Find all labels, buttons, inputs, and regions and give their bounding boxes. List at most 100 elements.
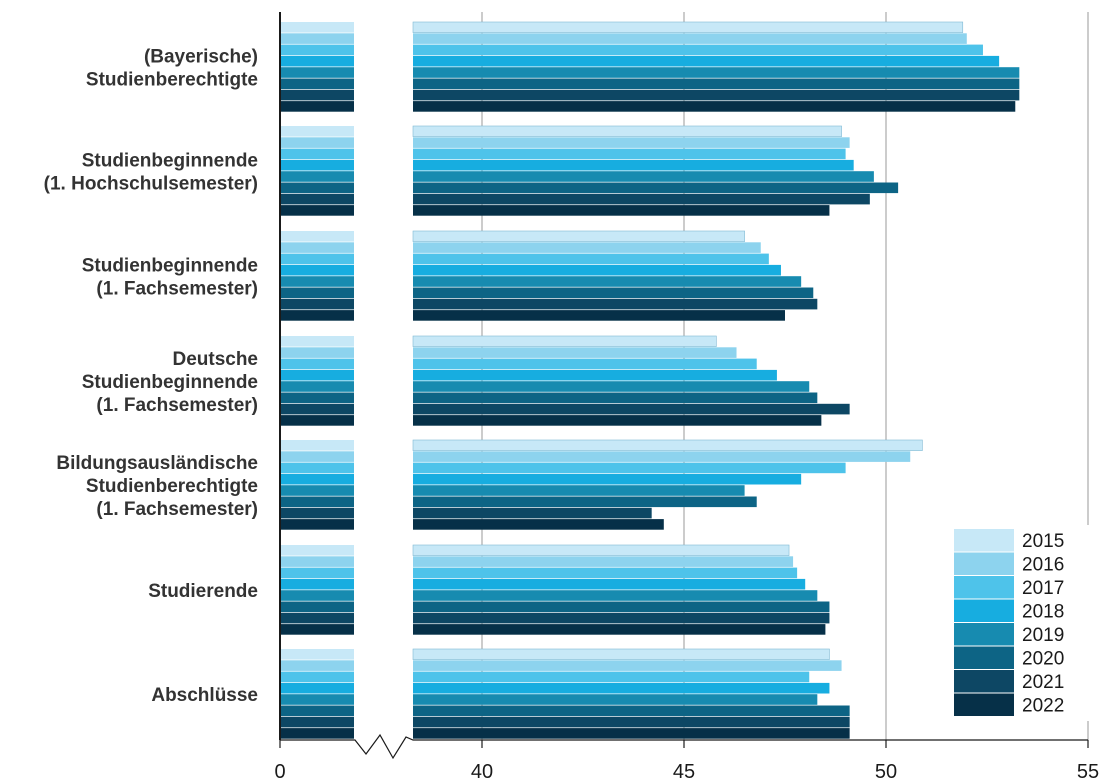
x-tick-label-40: 40 bbox=[471, 761, 493, 781]
bar-2022-cat6 bbox=[413, 728, 850, 739]
bar-2015-cat4 bbox=[412, 439, 923, 451]
bar-2019-cat5 bbox=[413, 590, 818, 601]
bar-2016-cat2 bbox=[413, 242, 761, 253]
bar-2020-cat3 bbox=[413, 392, 818, 404]
bar-stub-2020-cat6 bbox=[281, 705, 354, 717]
bar-stub-2017-cat5 bbox=[281, 567, 354, 579]
category-label-0-line1: Studienberechtigte bbox=[86, 70, 258, 91]
bar-2018-cat4 bbox=[413, 473, 802, 485]
bar-stub-2016-cat0 bbox=[281, 33, 354, 44]
bar-2021-cat5 bbox=[413, 612, 830, 624]
category-labels: (Bayerische)StudienberechtigteStudienbeg… bbox=[44, 47, 258, 707]
bar-stub-2018-cat3 bbox=[281, 369, 354, 381]
bar-2019-cat6 bbox=[413, 694, 818, 705]
x-tick-label-0: 0 bbox=[274, 761, 285, 781]
bar-stub-2019-cat0 bbox=[281, 67, 354, 78]
bar-2017-cat4 bbox=[413, 462, 846, 474]
bar-stub-2017-cat0 bbox=[281, 44, 354, 56]
legend-label-2016: 2016 bbox=[1022, 555, 1064, 576]
legend-label-2019: 2019 bbox=[1022, 625, 1064, 646]
bar-2018-cat6 bbox=[413, 682, 830, 694]
category-label-4-line0: Bildungsausländische bbox=[56, 453, 258, 474]
bar-2022-cat1 bbox=[413, 205, 830, 216]
bar-2016-cat1 bbox=[413, 137, 850, 148]
bar-stub-2017-cat2 bbox=[281, 253, 354, 265]
bar-stub-2020-cat0 bbox=[281, 78, 354, 90]
category-label-1-line1: (1. Hochschulsemester) bbox=[44, 174, 258, 195]
bar-stub-2022-cat4 bbox=[281, 519, 354, 530]
bar-2017-cat6 bbox=[413, 671, 810, 683]
bar-stub-2015-cat3 bbox=[281, 336, 354, 347]
bar-2021-cat6 bbox=[413, 716, 850, 728]
legend-label-2022: 2022 bbox=[1022, 696, 1064, 717]
bar-stub-2022-cat5 bbox=[281, 624, 354, 635]
bar-stub-2019-cat2 bbox=[281, 276, 354, 287]
bar-2022-cat3 bbox=[413, 415, 822, 426]
bar-stub-2016-cat1 bbox=[281, 137, 354, 148]
bar-2019-cat4 bbox=[413, 485, 745, 496]
x-tick-label-55: 55 bbox=[1077, 761, 1099, 781]
bar-2019-cat3 bbox=[413, 381, 810, 392]
bar-2021-cat1 bbox=[413, 193, 870, 205]
legend-swatch-2017 bbox=[954, 576, 1014, 599]
bars-layer bbox=[281, 21, 1020, 739]
bar-2022-cat0 bbox=[413, 101, 1016, 112]
bar-stub-2022-cat2 bbox=[281, 310, 354, 321]
bar-2017-cat0 bbox=[413, 44, 983, 56]
bar-2016-cat0 bbox=[413, 33, 967, 44]
legend-label-2017: 2017 bbox=[1022, 578, 1064, 599]
bar-2021-cat3 bbox=[413, 403, 850, 415]
bar-2018-cat1 bbox=[413, 159, 854, 171]
bar-stub-2016-cat3 bbox=[281, 347, 354, 358]
bar-2021-cat4 bbox=[413, 507, 652, 519]
bar-stub-2016-cat5 bbox=[281, 556, 354, 567]
bar-2022-cat5 bbox=[413, 624, 826, 635]
bar-stub-2019-cat3 bbox=[281, 381, 354, 392]
bar-stub-2020-cat2 bbox=[281, 287, 354, 299]
bar-2019-cat1 bbox=[413, 171, 874, 182]
category-label-5-line0: Studierende bbox=[148, 581, 258, 602]
bar-2022-cat4 bbox=[413, 519, 664, 530]
bar-2015-cat2 bbox=[412, 230, 745, 242]
bar-2017-cat2 bbox=[413, 253, 769, 265]
category-label-3-line0: Deutsche bbox=[172, 349, 258, 370]
bar-stub-2018-cat0 bbox=[281, 55, 354, 67]
bar-stub-2022-cat1 bbox=[281, 205, 354, 216]
bar-stub-2019-cat4 bbox=[281, 485, 354, 496]
legend-label-2021: 2021 bbox=[1022, 672, 1064, 693]
bar-stub-2016-cat6 bbox=[281, 660, 354, 671]
bar-stub-2021-cat0 bbox=[281, 89, 354, 101]
bar-stub-2019-cat6 bbox=[281, 694, 354, 705]
bar-stub-2015-cat4 bbox=[281, 440, 354, 451]
x-tick-label-45: 45 bbox=[673, 761, 695, 781]
bar-stub-2020-cat3 bbox=[281, 392, 354, 404]
bar-stub-2022-cat3 bbox=[281, 415, 354, 426]
bar-2016-cat6 bbox=[413, 660, 842, 671]
bar-stub-2018-cat5 bbox=[281, 578, 354, 590]
legend-swatch-2021 bbox=[954, 670, 1014, 693]
bar-stub-2017-cat3 bbox=[281, 358, 354, 370]
legend-swatch-2020 bbox=[954, 646, 1014, 669]
category-label-1-line0: Studienbeginnende bbox=[82, 151, 258, 172]
axis-layer: 0 40 45 50 55 bbox=[274, 12, 1099, 781]
category-label-2-line0: Studienbeginnende bbox=[82, 256, 258, 277]
bar-stub-2021-cat4 bbox=[281, 507, 354, 519]
bar-stub-2015-cat1 bbox=[281, 126, 354, 137]
bar-2020-cat6 bbox=[413, 705, 850, 717]
bar-stub-2017-cat6 bbox=[281, 671, 354, 683]
bar-stub-2019-cat1 bbox=[281, 171, 354, 182]
bar-2016-cat3 bbox=[413, 347, 737, 358]
bar-stub-2018-cat4 bbox=[281, 473, 354, 485]
bar-stub-2018-cat2 bbox=[281, 264, 354, 276]
bar-2015-cat3 bbox=[412, 335, 717, 347]
bar-stub-2017-cat4 bbox=[281, 462, 354, 474]
bar-stub-2018-cat1 bbox=[281, 159, 354, 171]
bar-2020-cat0 bbox=[413, 78, 1020, 90]
bar-stub-2021-cat3 bbox=[281, 403, 354, 415]
bar-stub-2021-cat1 bbox=[281, 193, 354, 205]
bar-stub-2021-cat2 bbox=[281, 298, 354, 310]
bar-stub-2021-cat5 bbox=[281, 612, 354, 624]
bar-stub-2016-cat2 bbox=[281, 242, 354, 253]
bar-2018-cat3 bbox=[413, 369, 777, 381]
